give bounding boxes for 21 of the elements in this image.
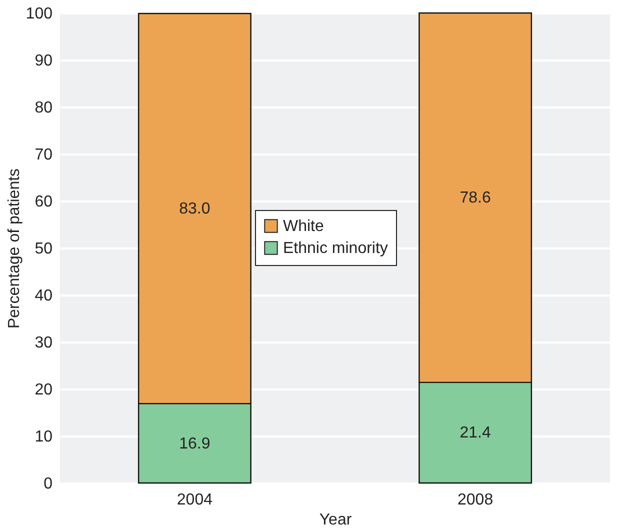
legend-label: White — [283, 218, 324, 235]
data-label: 21.4 — [460, 424, 491, 442]
y-tick-label: 30 — [34, 334, 53, 352]
y-tick-label: 70 — [34, 146, 53, 164]
y-tick-label: 60 — [34, 194, 53, 210]
y-tick-label: 10 — [34, 428, 53, 446]
data-label: 78.6 — [460, 190, 491, 207]
y-axis-title: Percentage of patients — [6, 168, 23, 329]
y-tick-label: 50 — [34, 240, 53, 258]
y-tick-label: 0 — [44, 476, 53, 492]
y-tick-label: 40 — [34, 288, 53, 304]
y-tick-label: 90 — [34, 52, 53, 70]
legend-label: Ethnic minority — [283, 240, 388, 257]
data-label: 16.9 — [179, 435, 210, 452]
y-tick-label: 20 — [34, 382, 53, 398]
x-tick-label: 2004 — [176, 492, 213, 508]
y-tick-label: 100 — [26, 6, 53, 22]
data-label: 83.0 — [179, 200, 210, 218]
y-tick-label: 80 — [34, 100, 53, 116]
x-tick-label: 2008 — [458, 492, 494, 508]
x-axis-title: Year — [319, 512, 352, 528]
